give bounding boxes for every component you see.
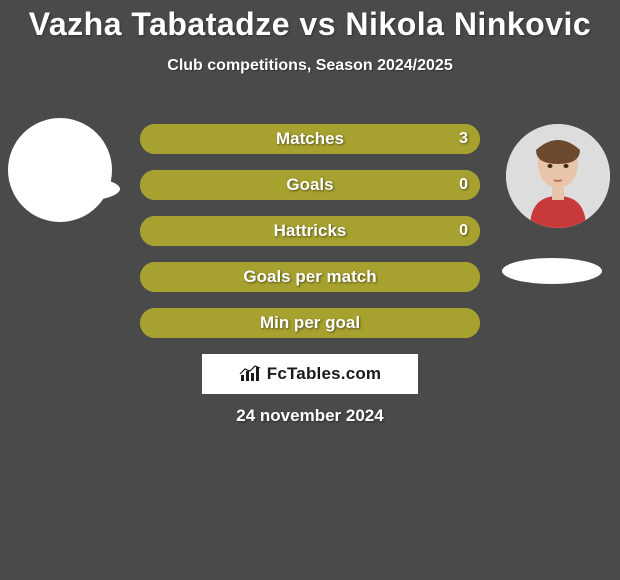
stat-bar-row: Goals per match xyxy=(140,262,480,292)
stat-bar-segment-left xyxy=(140,170,310,200)
logo-box: FcTables.com xyxy=(202,354,418,394)
logo-text: FcTables.com xyxy=(267,364,382,384)
stat-bar-value-right: 0 xyxy=(459,216,468,246)
stat-bar-row: Min per goal xyxy=(140,308,480,338)
stat-bar-segment-right xyxy=(310,262,480,292)
player-avatar-left xyxy=(8,118,112,222)
stat-bar-row: Hattricks0 xyxy=(140,216,480,246)
subtitle: Club competitions, Season 2024/2025 xyxy=(0,57,620,75)
player-flag-right xyxy=(502,258,602,284)
stat-bar-value-right: 3 xyxy=(459,124,468,154)
stat-bar-segment-right xyxy=(310,170,480,200)
stat-bar-segment-right xyxy=(310,308,480,338)
stat-bars: Matches3 Goals0 Hattricks0 Goals per match M… xyxy=(140,124,480,354)
stat-bar-row: Matches3 xyxy=(140,124,480,154)
stat-bar-segment-left xyxy=(140,308,310,338)
title: Vazha Tabatadze vs Nikola Ninkovic xyxy=(0,0,620,43)
player-flag-left xyxy=(20,176,120,202)
logo-chart-icon xyxy=(239,365,261,383)
player-avatar-right xyxy=(506,124,610,228)
date-label: 24 november 2024 xyxy=(0,406,620,426)
stat-bar-segment-left xyxy=(140,216,310,246)
stat-bar-segment-right xyxy=(310,216,480,246)
stat-bar-value-right: 0 xyxy=(459,170,468,200)
stat-bar-row: Goals0 xyxy=(140,170,480,200)
stat-bar-segment-right xyxy=(140,124,480,154)
stat-bar-segment-left xyxy=(140,262,310,292)
infographic-container: Vazha Tabatadze vs Nikola Ninkovic Club … xyxy=(0,0,620,580)
